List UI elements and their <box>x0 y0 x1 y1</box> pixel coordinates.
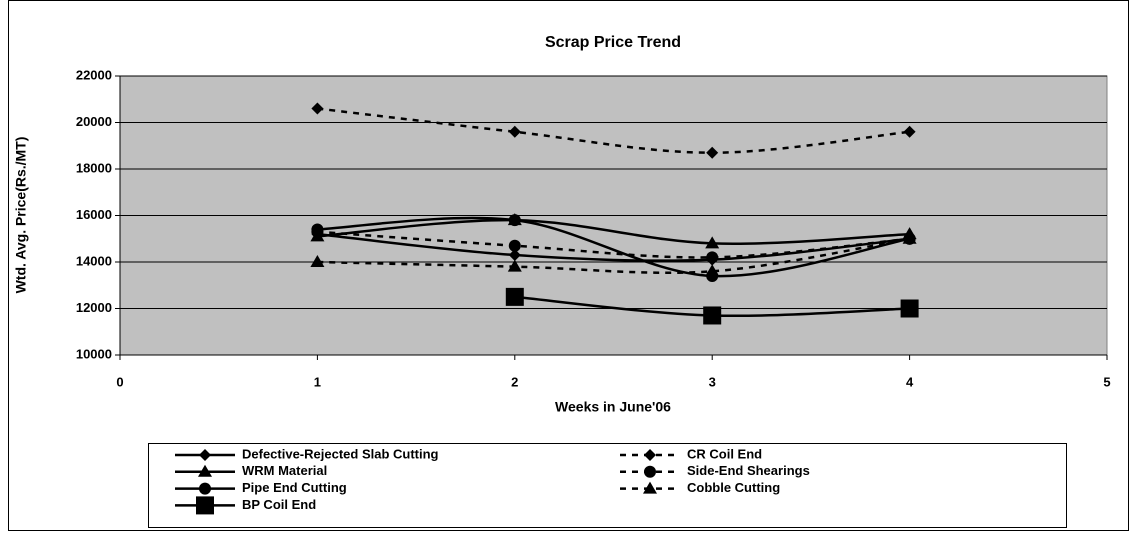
legend-marker <box>643 481 657 494</box>
legend-label: Defective-Rejected Slab Cutting <box>242 446 439 461</box>
data-point <box>900 299 919 318</box>
data-point <box>508 214 521 227</box>
series-line <box>317 237 910 275</box>
series-line <box>317 107 910 154</box>
legend-marker <box>199 449 211 461</box>
x-tick-label: 1 <box>314 374 321 389</box>
data-point <box>311 102 324 115</box>
y-tick-label: 22000 <box>76 67 112 82</box>
y-tick-label: 18000 <box>76 160 112 175</box>
x-tick-label: 4 <box>906 374 914 389</box>
legend-marker <box>644 465 656 478</box>
data-point <box>505 287 524 306</box>
x-tick-label: 3 <box>709 374 716 389</box>
data-point <box>706 251 719 264</box>
data-point <box>705 264 720 277</box>
y-tick-label: 14000 <box>76 253 112 268</box>
data-point <box>311 223 324 236</box>
chart-title: Scrap Price Trend <box>545 34 681 51</box>
legend-marker <box>199 482 211 495</box>
x-tick-label: 2 <box>511 374 518 389</box>
x-tick-label: 5 <box>1103 374 1110 389</box>
data-point <box>703 306 722 325</box>
legend-label: Pipe End Cutting <box>242 480 347 495</box>
data-point <box>310 255 325 267</box>
y-axis-label: Wtd. Avg. Price(Rs./MT) <box>13 137 29 294</box>
y-tick-label: 12000 <box>76 300 112 315</box>
data-point <box>705 236 720 249</box>
data-point <box>508 125 521 138</box>
data-point <box>902 231 917 244</box>
legend-marker <box>644 449 656 461</box>
legend-marker <box>198 464 212 477</box>
x-tick-label: 0 <box>116 374 123 389</box>
data-point <box>508 249 521 262</box>
data-point <box>508 239 521 252</box>
legend-label: BP Coil End <box>242 497 316 512</box>
legend-label: Side-End Shearings <box>687 463 810 478</box>
data-point <box>706 146 719 159</box>
series-line <box>317 218 910 245</box>
data-point <box>903 125 916 138</box>
legend-box <box>148 443 1067 528</box>
series-line <box>317 230 910 259</box>
data-point <box>507 259 522 272</box>
x-axis-label: Weeks in June'06 <box>555 399 671 415</box>
y-tick-label: 10000 <box>76 346 112 361</box>
y-tick-label: 16000 <box>76 207 112 222</box>
legend-label: CR Coil End <box>687 446 762 461</box>
legend-label: Cobble Cutting <box>687 480 780 495</box>
series-line <box>317 216 910 278</box>
legend-marker <box>196 496 214 515</box>
y-tick-label: 20000 <box>76 114 112 129</box>
legend-label: WRM Material <box>242 463 327 478</box>
